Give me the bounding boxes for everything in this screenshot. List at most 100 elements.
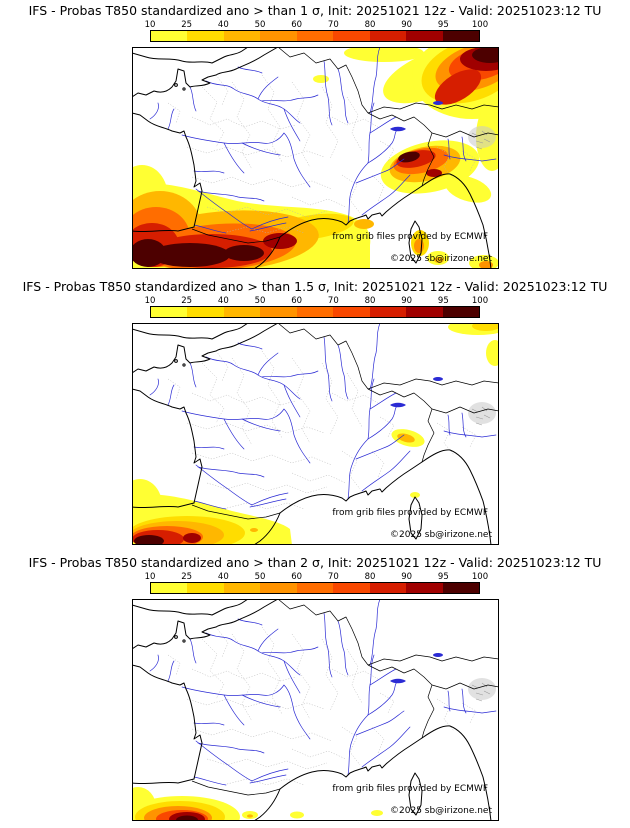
colorbar-tick-label: 40 (217, 572, 229, 582)
colorbar-tick-label: 80 (364, 572, 376, 582)
colorbar-tick-label: 40 (217, 20, 229, 30)
panel-title: IFS - Probas T850 standardized ano > tha… (28, 555, 602, 570)
colorbar-segment (187, 583, 224, 593)
map-2-sigma: from grib files provided by ECMWF ©2025 … (131, 599, 499, 821)
map-canvas: from grib files provided by ECMWF ©2025 … (131, 599, 499, 821)
colorbar-tick-label: 100 (471, 20, 489, 30)
colorbar-segment (187, 31, 224, 41)
colorbar-tick-label: 100 (471, 296, 489, 306)
colorbar-tick-label: 80 (364, 20, 376, 30)
colorbar-tick-label: 25 (181, 20, 193, 30)
colorbar-tick-label: 90 (401, 296, 413, 306)
colorbar-segment (260, 31, 297, 41)
colorbar-segment (333, 583, 370, 593)
probability-shading-layer (131, 323, 499, 545)
ellipse-shape (343, 47, 424, 62)
colorbar-tick-label: 40 (217, 296, 229, 306)
ellipse-shape (478, 261, 493, 269)
map-frame (131, 323, 499, 545)
colorbar-segment (333, 31, 370, 41)
panel-prob-gt-1-sigma: IFS - Probas T850 standardized ano > tha… (0, 0, 630, 276)
ellipse-shape (312, 75, 329, 83)
colorbar-segment (442, 307, 479, 317)
panel-title: IFS - Probas T850 standardized ano > tha… (22, 279, 608, 294)
colorbar-segment (296, 583, 334, 593)
ellipse-shape (262, 233, 297, 249)
colorbar-tick-label: 95 (437, 572, 449, 582)
copyright-text: ©2025 sb@irizone.net (390, 530, 492, 540)
colorbar-tick-label: 50 (254, 572, 266, 582)
ellipse-shape (433, 257, 444, 263)
colorbar-segment (151, 307, 188, 317)
colorbar-segment (296, 31, 334, 41)
ellipse-shape (370, 810, 383, 816)
map-1-sigma: from grib files provided by ECMWF ©2025 … (131, 47, 499, 269)
ellipse-shape (485, 340, 499, 366)
map-frame (131, 599, 499, 821)
ellipse-shape (425, 169, 442, 177)
copyright-text: ©2025 sb@irizone.net (390, 806, 492, 816)
colorbar-tick-label: 25 (181, 572, 193, 582)
colorbar-segment (406, 31, 443, 41)
ellipse-shape (353, 219, 374, 229)
colorbar-tick-label: 60 (291, 20, 303, 30)
ellipse-shape (471, 323, 499, 331)
colorbar-tick-label: 95 (437, 20, 449, 30)
colorbar-tick-label: 25 (181, 296, 193, 306)
ellipse-shape (182, 533, 201, 543)
ellipse-shape (409, 492, 420, 498)
colorbar-segment (223, 583, 261, 593)
colorbar-segment (260, 307, 297, 317)
colorbar-tick-label: 50 (254, 20, 266, 30)
colorbar-ticks: 10 25 40 50 60 70 80 90 95 100 (145, 572, 489, 582)
colorbar-segment (151, 31, 188, 41)
colorbar-tick-label: 100 (471, 572, 489, 582)
colorbar-bar (150, 306, 480, 318)
ellipse-shape (131, 479, 162, 531)
map-frame (131, 47, 499, 269)
ellipse-shape (131, 239, 166, 267)
colorbar-segment (333, 307, 370, 317)
colorbar-tick-label: 60 (291, 296, 303, 306)
colorbar-tick-label: 60 (291, 572, 303, 582)
colorbar-segment (369, 583, 407, 593)
map-canvas: from grib files provided by ECMWF ©2025 … (131, 47, 499, 269)
colorbar-segment (151, 583, 188, 593)
colorbar-segment (369, 31, 407, 41)
ellipse-shape (471, 47, 499, 63)
ellipse-shape (397, 151, 420, 163)
colorbar-ticks: 10 25 40 50 60 70 80 90 95 100 (145, 296, 489, 306)
ellipse-shape (133, 535, 164, 545)
colorbar-ticks: 10 25 40 50 60 70 80 90 95 100 (145, 20, 489, 30)
colorbar-segment (369, 307, 407, 317)
ellipse-shape (223, 245, 264, 261)
map-canvas: from grib files provided by ECMWF ©2025 … (131, 323, 499, 545)
colorbar: 10 25 40 50 60 70 80 90 95 100 (145, 572, 489, 594)
colorbar-tick-label: 50 (254, 296, 266, 306)
colorbar-segment (296, 307, 334, 317)
panel-prob-gt-1p5-sigma: IFS - Probas T850 standardized ano > tha… (0, 276, 630, 552)
ecmwf-credit-text: from grib files provided by ECMWF (332, 232, 488, 242)
sea-background (131, 599, 499, 821)
colorbar-tick-label: 80 (364, 296, 376, 306)
colorbar-tick-label: 10 (144, 572, 156, 582)
colorbar-tick-label: 90 (401, 20, 413, 30)
ellipse-shape (149, 243, 230, 267)
panel-title: IFS - Probas T850 standardized ano > tha… (28, 3, 602, 18)
probability-shading-layer (131, 787, 383, 821)
ellipse-shape (289, 811, 304, 819)
colorbar: 10 25 40 50 60 70 80 90 95 100 (145, 296, 489, 318)
colorbar-bar (150, 582, 480, 594)
colorbar-segment (406, 307, 443, 317)
map-1p5-sigma: from grib files provided by ECMWF ©2025 … (131, 323, 499, 545)
colorbar-tick-label: 70 (327, 20, 339, 30)
copyright-text: ©2025 sb@irizone.net (390, 254, 492, 264)
ellipse-shape (249, 528, 258, 532)
colorbar-segment (223, 307, 261, 317)
colorbar-segment (406, 583, 443, 593)
ellipse-shape (175, 815, 198, 821)
ecmwf-credit-text: from grib files provided by ECMWF (332, 784, 488, 794)
colorbar-tick-label: 10 (144, 296, 156, 306)
colorbar-tick-label: 70 (327, 296, 339, 306)
colorbar-tick-label: 90 (401, 572, 413, 582)
